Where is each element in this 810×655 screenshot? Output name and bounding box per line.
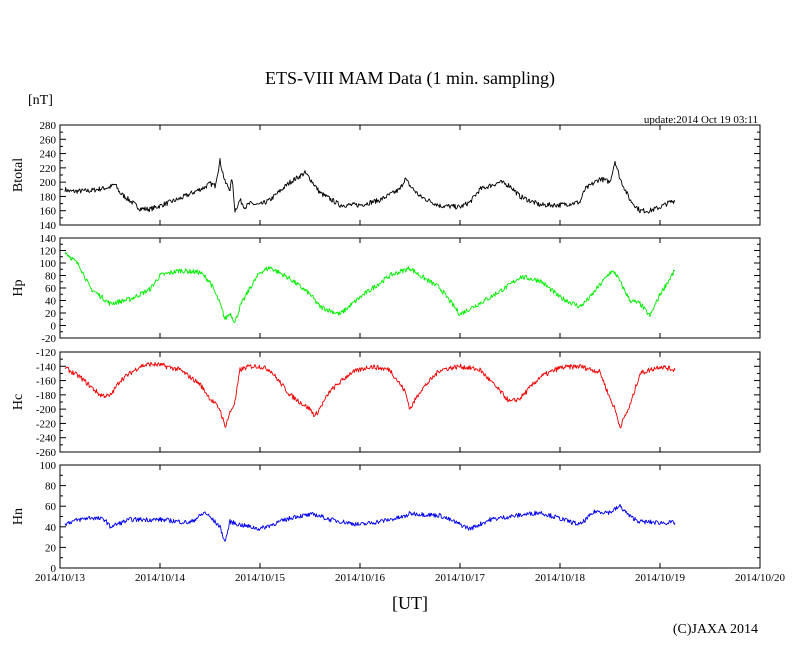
x-tick-label: 2014/10/20 <box>735 572 786 584</box>
copyright: (C)JAXA 2014 <box>673 622 758 637</box>
x-tick-label: 2014/10/13 <box>35 572 86 584</box>
y-tick-label: 60 <box>45 283 57 295</box>
y-tick-label: 0 <box>51 563 57 575</box>
update-timestamp: update:2014 Oct 19 03:11 <box>644 114 758 126</box>
y-tick-label: 0 <box>51 321 57 333</box>
y-tick-label: 260 <box>40 134 57 146</box>
x-tick-label: 2014/10/19 <box>635 572 686 584</box>
y-tick-label: -220 <box>36 418 57 430</box>
series-line-hp <box>64 251 675 324</box>
y-axis-label: Hc <box>11 394 26 410</box>
y-tick-label: -20 <box>41 333 56 345</box>
panel-hc: -260 -240 -220 -200 -180 -160 -140 -120 Hc <box>11 347 761 459</box>
x-axis-label: [UT] <box>392 593 428 613</box>
y-tick-label: 20 <box>45 308 57 320</box>
x-tick-label: 2014/10/15 <box>235 572 286 584</box>
unit-label: [nT] <box>28 93 53 108</box>
y-tick-label: 120 <box>40 246 57 258</box>
y-tick-label: -240 <box>36 433 57 445</box>
series-line-hn <box>64 503 676 542</box>
y-tick-label: 80 <box>45 481 57 493</box>
y-tick-label: 100 <box>40 258 57 270</box>
y-tick-label: 280 <box>40 120 57 132</box>
y-tick-label: 80 <box>45 271 57 283</box>
y-tick-label: 20 <box>45 542 57 554</box>
y-tick-label: -160 <box>36 376 57 388</box>
x-axis-ticks: 2014/10/13 2014/10/14 2014/10/15 2014/10/16… <box>35 572 786 584</box>
y-tick-label: 200 <box>40 177 57 189</box>
x-tick-label: 2014/10/17 <box>435 572 486 584</box>
y-tick-label: 140 <box>40 233 57 245</box>
y-tick-label: -180 <box>36 390 57 402</box>
y-tick-label: 220 <box>40 163 57 175</box>
y-tick-label: 240 <box>40 149 57 161</box>
panel-frame <box>59 464 761 569</box>
panel-hn: 0 20 40 60 80 100 Hn <box>11 460 761 575</box>
x-tick-label: 2014/10/16 <box>335 572 386 584</box>
x-tick-label: 2014/10/18 <box>535 572 586 584</box>
x-tick-label: 2014/10/14 <box>135 572 186 584</box>
panel-frame <box>59 124 761 226</box>
y-axis-label: Hp <box>11 279 26 296</box>
series-line-btotal <box>64 158 676 214</box>
chart-title: ETS-VIII MAM Data (1 min. sampling) <box>265 68 555 89</box>
y-tick-label: 60 <box>45 501 57 513</box>
panel-frame <box>59 351 761 453</box>
y-tick-label: 140 <box>40 220 57 232</box>
panel-frame <box>59 237 761 339</box>
y-tick-label: -140 <box>36 361 57 373</box>
y-tick-label: -120 <box>36 347 57 359</box>
y-tick-label: -200 <box>36 404 57 416</box>
y-tick-label: 180 <box>40 191 57 203</box>
panel-btotal: 140 160 180 200 220 240 260 280 Btotal <box>11 120 761 232</box>
series-line-hc <box>64 361 676 429</box>
y-tick-label: 40 <box>45 522 57 534</box>
y-tick-label: 40 <box>45 296 57 308</box>
panels: 140160180200220240260280Btotal-200204060… <box>11 120 761 575</box>
y-tick-label: 160 <box>40 206 57 218</box>
y-axis-label: Hn <box>11 508 26 525</box>
y-tick-label: 100 <box>40 460 57 472</box>
y-axis-label: Btotal <box>11 158 26 192</box>
y-tick-label: -260 <box>36 447 57 459</box>
